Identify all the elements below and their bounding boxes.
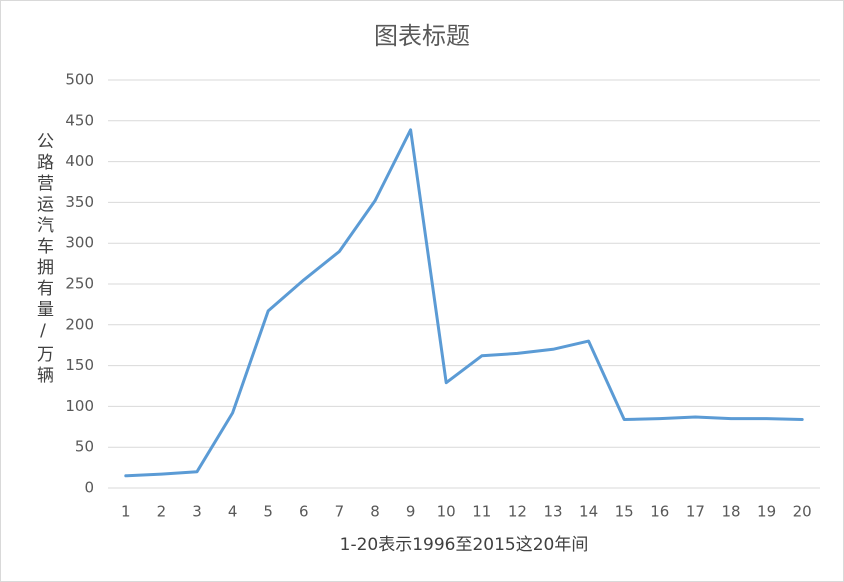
x-tick-label: 2 [157,503,167,521]
y-tick-label: 50 [75,438,94,456]
y-tick-label: 350 [65,193,94,211]
y-tick-label: 450 [65,111,94,129]
x-tick-label: 6 [299,503,309,521]
x-tick-label: 14 [579,503,598,521]
x-tick-label: 10 [437,503,456,521]
y-tick-label: 200 [65,315,94,333]
y-tick-label: 500 [65,71,94,89]
x-tick-label: 19 [757,503,776,521]
x-axis-label: 1-20表示1996至2015这20年间 [340,535,589,555]
x-tick-label: 4 [228,503,238,521]
x-tick-label: 18 [721,503,740,521]
y-tick-label: 100 [65,397,94,415]
y-tick-label: 300 [65,234,94,252]
y-tick-label: 250 [65,275,94,293]
x-tick-label: 7 [335,503,345,521]
x-tick-label: 16 [650,503,669,521]
x-tick-label: 15 [615,503,634,521]
x-tick-label: 5 [263,503,273,521]
x-tick-label: 20 [793,503,812,521]
y-tick-label: 0 [84,479,94,497]
chart-title: 图表标题 [374,22,470,50]
x-tick-label: 17 [686,503,705,521]
x-tick-label: 12 [508,503,527,521]
x-tick-label: 13 [543,503,562,521]
x-tick-label: 9 [406,503,416,521]
y-tick-label: 150 [65,356,94,374]
y-axis-label: 公路营运汽车拥有量/万辆 [33,132,53,387]
x-tick-label: 11 [472,503,491,521]
data-line [124,128,804,478]
x-tick-label: 1 [121,503,131,521]
x-tick-label: 8 [370,503,380,521]
x-tick-label: 3 [192,503,202,521]
y-tick-label: 400 [65,152,94,170]
